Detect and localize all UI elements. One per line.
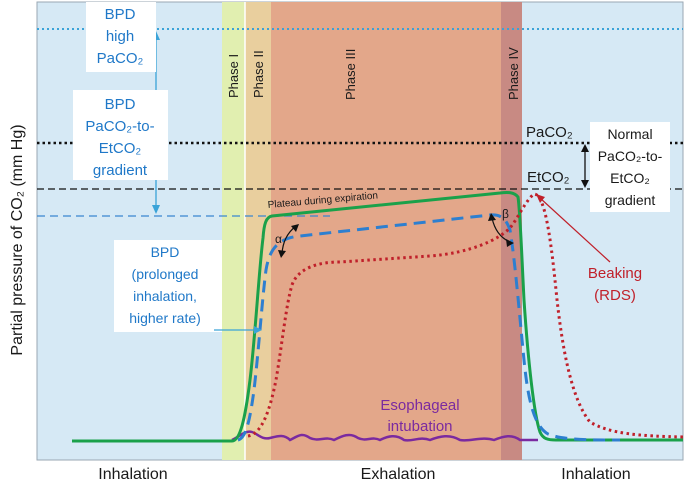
phase-label-2: Phase II	[251, 50, 266, 98]
bpd-gradient-box	[73, 90, 168, 180]
beta-arrowhead-top	[488, 213, 496, 221]
alpha-arrowhead-bottom	[278, 250, 286, 258]
bpd-pointer-arrowhead	[254, 326, 262, 334]
bpd-prolonged-label-2: (prolonged	[132, 266, 199, 282]
normal-gradient-label-4: gradient	[605, 192, 656, 208]
bpd-gradient-label-4: gradient	[93, 162, 148, 179]
bpd-gradient-label-1: BPD	[105, 96, 136, 113]
paco2-label: PaCO₂	[526, 124, 573, 141]
normal-gradient-arrowhead-bottom	[581, 180, 589, 188]
bpd-prolonged-box	[114, 240, 222, 332]
beta-arrowhead-bottom	[506, 239, 514, 247]
etco2-label: EtCO₂	[527, 169, 570, 186]
bpd-gradient-arrowhead-bottom	[152, 205, 160, 214]
bpd-high-label-2: high	[106, 28, 134, 45]
beaking-pointer-line	[539, 197, 611, 263]
normal-gradient-label-1: Normal	[607, 126, 652, 142]
bpd-gradient-label-2: PaCO₂-to-	[85, 118, 154, 135]
phase-label-1: Phase I	[226, 54, 241, 98]
beaking-pointer-arrowhead	[536, 194, 545, 203]
phase-label-3: Phase III	[343, 49, 358, 100]
phase-band-3	[271, 2, 501, 460]
beta-label: β	[502, 207, 509, 221]
bpd-high-label-3: PaCO₂	[97, 50, 144, 67]
normal-gradient-box	[590, 122, 670, 212]
beaking-label-2: (RDS)	[594, 287, 636, 304]
bpd-prolonged-label-4: higher rate)	[129, 310, 201, 326]
phase-label-4: Phase IV	[506, 47, 521, 100]
y-axis-label: Partial pressure of CO₂ (mm Hg)	[9, 124, 26, 355]
alpha-label: α	[275, 232, 282, 246]
bpd-curve	[237, 213, 621, 442]
alpha-arrowhead	[291, 224, 299, 232]
bpd-high-label-1: BPD	[105, 6, 136, 23]
bpd-prolonged-label-3: inhalation,	[133, 288, 197, 304]
bpd-high-box	[86, 2, 156, 72]
normal-gradient-arrowhead-top	[581, 144, 589, 152]
esophageal-label-1: Esophageal	[380, 397, 459, 414]
x-label-inhalation-left: Inhalation	[98, 466, 167, 483]
x-label-inhalation-right: Inhalation	[561, 466, 630, 483]
rds-curve	[247, 192, 684, 439]
phase-band-1	[222, 2, 245, 460]
normal-gradient-label-2: PaCO₂-to-	[598, 148, 663, 164]
esophageal-label-2: intubation	[387, 418, 452, 435]
bpd-prolonged-label-1: BPD	[151, 244, 180, 260]
x-label-exhalation: Exhalation	[361, 466, 436, 483]
esophageal-curve	[231, 430, 538, 442]
normal-gradient-label-3: EtCO₂	[610, 170, 650, 186]
beaking-label-1: Beaking	[588, 265, 642, 282]
bpd-gradient-label-3: EtCO₂	[99, 140, 142, 157]
